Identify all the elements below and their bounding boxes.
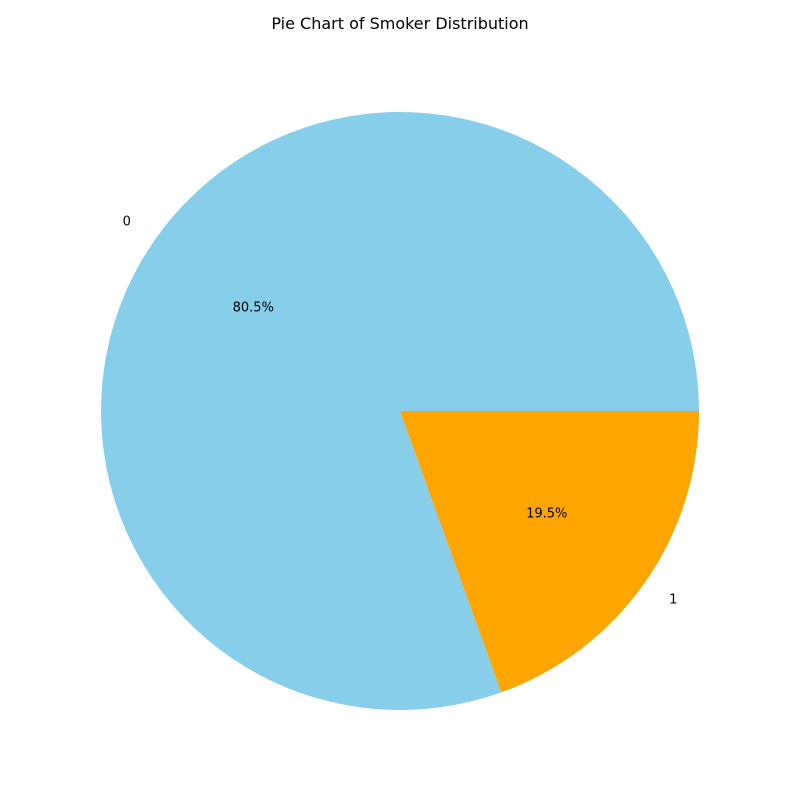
percent-label-0: 80.5%	[233, 300, 274, 315]
slice-label-0: 0	[123, 214, 131, 229]
chart-title: Pie Chart of Smoker Distribution	[271, 14, 528, 33]
pie-slice-0	[101, 112, 699, 711]
percent-label-1: 19.5%	[526, 507, 567, 522]
pie-slice-1	[400, 411, 699, 693]
slice-label-1: 1	[669, 593, 677, 608]
pie-labels: 0 80.5% 1 19.5%	[123, 214, 678, 607]
pie-slices	[101, 112, 699, 711]
